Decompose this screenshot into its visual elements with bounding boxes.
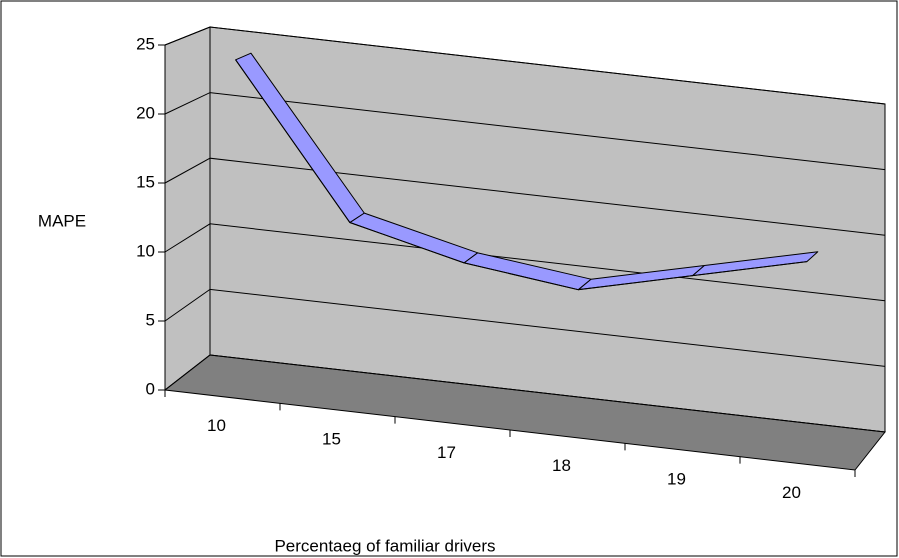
side-wall — [164, 26, 211, 392]
y-tick-label: 20 — [136, 103, 155, 122]
y-tick-label: 15 — [136, 172, 155, 191]
x-tick-label: 15 — [322, 429, 341, 448]
grid-line — [164, 26, 886, 105]
x-axis-title: Percentaeg of familiar drivers — [274, 536, 495, 555]
x-tick-label: 18 — [552, 456, 571, 475]
x-tick-label: 10 — [207, 416, 226, 435]
y-tick-label: 0 — [146, 379, 155, 398]
grid-line — [164, 354, 886, 433]
y-tick-label: 10 — [136, 241, 155, 260]
y-tick-label: 5 — [146, 310, 155, 329]
x-tick-label: 19 — [667, 469, 686, 488]
grid-line — [164, 157, 886, 236]
x-tick-label: 20 — [782, 483, 801, 502]
y-tick-label: 25 — [136, 34, 155, 53]
grid-line — [164, 92, 886, 171]
x-tick-label: 17 — [437, 443, 456, 462]
y-axis-title: MAPE — [38, 211, 86, 230]
grid-line — [164, 288, 886, 367]
line-series — [235, 59, 807, 291]
